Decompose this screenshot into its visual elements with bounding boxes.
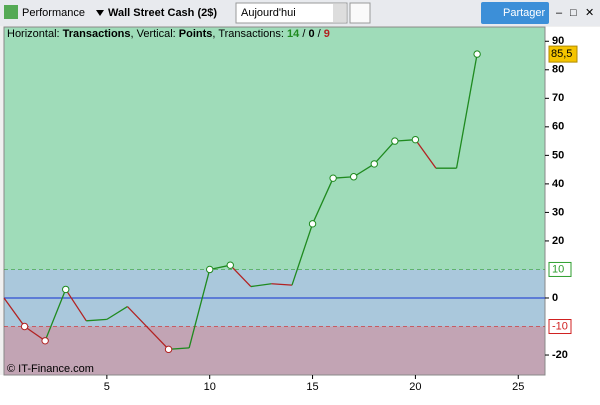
y-tick-label: 80	[552, 64, 564, 76]
y-tick-label: 50	[552, 149, 564, 161]
trade-marker	[329, 174, 337, 182]
line-segment	[414, 139, 437, 169]
header-part: , Vertical:	[131, 28, 179, 40]
line-segment	[24, 325, 46, 342]
header-part: Transactions	[63, 28, 131, 40]
line-segment	[291, 223, 314, 286]
line-segment	[126, 306, 170, 350]
x-tick-label: 25	[512, 381, 524, 393]
header-part: /	[299, 28, 308, 40]
trade-marker	[62, 285, 70, 294]
y-tick-label: 60	[552, 121, 564, 133]
select-arrow	[333, 4, 346, 22]
line-segment	[86, 318, 107, 322]
x-tick-label: 15	[306, 381, 318, 393]
plot-frame	[3, 26, 546, 376]
band-below	[4, 326, 545, 375]
threshold-label: -10	[552, 320, 568, 332]
y-tick-label: 30	[552, 206, 564, 218]
close[interactable]: ✕	[585, 7, 594, 19]
line-segment	[65, 289, 87, 322]
line-segment	[271, 283, 293, 286]
y-tick-label: 40	[552, 178, 564, 190]
trade-marker	[41, 337, 49, 345]
line-segment	[353, 163, 375, 178]
period-select[interactable]	[235, 2, 348, 24]
header-part: 14	[287, 28, 300, 40]
y-tick-label: 0	[552, 292, 558, 304]
line-segment	[373, 140, 396, 165]
header-part: Horizontal:	[7, 28, 63, 40]
y-tick-label: 90	[552, 35, 564, 47]
trade-marker	[370, 160, 378, 168]
trade-marker	[164, 345, 173, 354]
trade-marker	[349, 173, 358, 181]
line-segment	[106, 305, 128, 320]
trade-marker	[473, 50, 481, 58]
period-label: Aujourd'hui	[241, 7, 296, 19]
trade-marker	[411, 135, 420, 144]
line-segment	[229, 264, 252, 288]
line-segment	[44, 289, 67, 342]
line-segment	[250, 283, 272, 288]
performance-button[interactable]: Performance	[22, 7, 85, 19]
right-axis-bg	[545, 27, 600, 400]
trade-marker	[20, 322, 29, 331]
x-tick-label: 10	[204, 381, 216, 393]
y-tick-label: 70	[552, 92, 564, 104]
threshold-label: 10	[552, 263, 564, 275]
line-segment	[455, 53, 478, 169]
settings-button[interactable]	[349, 2, 371, 24]
last-value-box	[548, 45, 578, 63]
trade-marker	[308, 220, 317, 228]
bottom-axis-bg	[0, 375, 600, 400]
instrument[interactable]: Wall Street Cash (2$)	[108, 7, 217, 19]
y-tick-label: -20	[552, 349, 568, 361]
header-part: 9	[324, 28, 330, 40]
source: © IT-Finance.com	[7, 363, 94, 375]
x-tick-label: 20	[409, 381, 421, 393]
band-above	[4, 27, 545, 270]
header-part: , Transactions:	[212, 28, 287, 40]
last-value-label: 85,5	[551, 48, 572, 60]
share-button[interactable]	[481, 2, 549, 24]
header-part: 0	[308, 28, 314, 40]
x-tick-label: 5	[104, 381, 110, 393]
maximize[interactable]: □	[570, 7, 577, 19]
trade-marker	[226, 261, 234, 269]
threshold-box	[548, 261, 572, 277]
y-tick-label: 20	[552, 235, 564, 247]
chart-header: Horizontal: Transactions, Vertical: Poin…	[7, 28, 330, 40]
minimize[interactable]: –	[556, 7, 563, 19]
trade-marker	[391, 137, 399, 145]
share-label: Partager	[503, 7, 546, 19]
header-part: /	[315, 28, 324, 40]
trade-marker	[206, 265, 214, 274]
perf-icon	[4, 5, 18, 19]
line-segment	[311, 177, 334, 225]
dropdown-arrow	[96, 10, 104, 16]
line-segment	[3, 297, 26, 327]
threshold-box	[548, 319, 572, 335]
header-part: Points	[179, 28, 213, 40]
line-segment	[188, 269, 211, 349]
